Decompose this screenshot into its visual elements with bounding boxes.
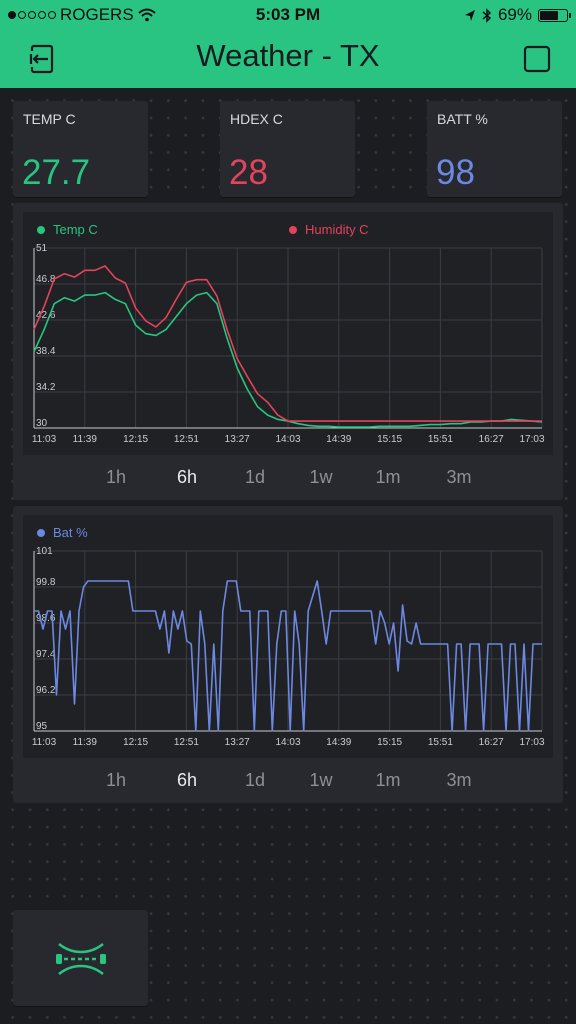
time-range-3m[interactable]: 3m [446, 467, 472, 487]
graph-area: Bat % 11:03 11:39 12:15 12:51 13:27 14:03 14:3… [23, 515, 553, 758]
time-range-1d[interactable]: 1d [244, 770, 266, 790]
y-tick-label: 96.2 [36, 685, 56, 696]
status-bar: ROGERS 5:03 PM 69% [0, 0, 576, 30]
line-chart-temp-humidity: 11:03 11:39 12:15 12:51 13:27 14:03 14:39 15:15… [32, 243, 545, 445]
x-tick-label: 15:15 [377, 737, 402, 748]
legend-dot [37, 528, 45, 537]
carrier-name: ROGERS [60, 5, 134, 24]
series-line-1 [33, 265, 542, 422]
x-tick-label: 13:27 [225, 737, 250, 748]
battery-icon [538, 8, 571, 22]
page-title: Weather - TX [196, 38, 380, 73]
x-tick-label: 15:51 [428, 737, 453, 748]
legend-item-temp: Temp C [37, 222, 98, 237]
widget-tile-bottom[interactable] [13, 910, 148, 1006]
styled-button-icon [56, 943, 106, 975]
legend-dot [37, 225, 45, 234]
app-header: Weather - TX [0, 30, 576, 88]
y-tick-label: 34.2 [36, 382, 56, 393]
x-tick-label: 12:51 [174, 434, 199, 445]
x-tick-label: 15:51 [428, 434, 453, 445]
series-line-0 [34, 580, 542, 732]
y-tick-label: 99.8 [36, 577, 56, 588]
x-tick-label: 11:03 [32, 737, 57, 748]
value-display-hdex[interactable]: HDEX C 28 [220, 101, 355, 197]
exit-project-icon[interactable] [26, 42, 60, 76]
x-tick-label: 11:39 [73, 737, 98, 748]
x-tick-label: 13:27 [225, 434, 250, 445]
line-chart-battery: 11:03 11:39 12:15 12:51 13:27 14:03 14:39 15:15… [32, 546, 545, 748]
legend-label: Bat % [53, 525, 88, 540]
y-tick-label: 30 [36, 418, 48, 429]
x-tick-label: 17:03 [519, 737, 544, 748]
time-range-3m[interactable]: 3m [446, 770, 472, 790]
y-tick-label: 97.4 [36, 649, 56, 660]
x-tick-label: 16:27 [479, 434, 504, 445]
time-range-1h[interactable]: 1h [105, 467, 127, 487]
y-tick-label: 42.6 [36, 310, 56, 321]
value-display-battery[interactable]: BATT % 98 [427, 101, 562, 197]
x-tick-label: 14:03 [275, 737, 300, 748]
battery-percent: 69% [497, 5, 532, 24]
x-tick-label: 14:39 [326, 737, 351, 748]
y-tick-label: 51 [36, 243, 48, 254]
y-tick-label: 95 [36, 721, 48, 732]
battery-fill [540, 10, 558, 20]
x-tick-label: 16:27 [479, 737, 504, 748]
legend-item-battery: Bat % [37, 525, 88, 540]
x-tick-label: 17:03 [519, 434, 544, 445]
value-reading: 27.7 [22, 153, 91, 192]
time-range-6h[interactable]: 6h [176, 467, 198, 487]
time-range-1m[interactable]: 1m [375, 467, 401, 487]
history-graph-battery: Bat % 11:03 11:39 12:15 12:51 13:27 14:03 14:3… [13, 506, 563, 803]
x-tick-label: 11:39 [73, 434, 98, 445]
graph-area: Temp C Humidity C 11:03 11:39 12:15 12:51 13… [23, 212, 553, 455]
x-tick-label: 14:39 [326, 434, 351, 445]
history-graph-temp-humidity: Temp C Humidity C 11:03 11:39 12:15 12:51 13… [13, 203, 563, 500]
bluetooth-icon [482, 7, 492, 23]
x-tick-label: 11:03 [32, 434, 57, 445]
time-range-1d[interactable]: 1d [244, 467, 266, 487]
x-tick-label: 14:03 [275, 434, 300, 445]
legend-dot [289, 225, 297, 234]
status-right: 69% [464, 5, 571, 25]
stop-square-icon[interactable] [520, 42, 554, 76]
carrier-info: ROGERS [8, 5, 156, 25]
y-tick-label: 101 [36, 546, 53, 557]
legend-item-humidity: Humidity C [289, 222, 369, 237]
value-label: HDEX C [230, 111, 283, 127]
time-range-1w[interactable]: 1w [309, 770, 333, 790]
value-display-temp[interactable]: TEMP C 27.7 [13, 101, 148, 197]
wifi-icon [138, 8, 156, 22]
legend-label: Temp C [53, 222, 98, 237]
signal-strength-icon [8, 11, 56, 19]
value-reading: 28 [229, 153, 268, 192]
x-tick-label: 12:51 [174, 737, 199, 748]
time-range-1h[interactable]: 1h [105, 770, 127, 790]
value-label: BATT % [437, 111, 488, 127]
status-time: 5:03 PM [255, 5, 321, 24]
time-range-1m[interactable]: 1m [375, 770, 401, 790]
y-tick-label: 38.4 [36, 346, 56, 357]
location-arrow-icon [464, 9, 475, 21]
time-range-1w[interactable]: 1w [309, 467, 333, 487]
x-tick-label: 12:15 [123, 737, 148, 748]
value-reading: 98 [436, 153, 475, 192]
legend-label: Humidity C [305, 222, 369, 237]
x-tick-label: 15:15 [377, 434, 402, 445]
x-tick-label: 12:15 [123, 434, 148, 445]
y-tick-label: 46.8 [36, 274, 56, 285]
time-range-6h[interactable]: 6h [176, 770, 198, 790]
value-label: TEMP C [23, 111, 76, 127]
